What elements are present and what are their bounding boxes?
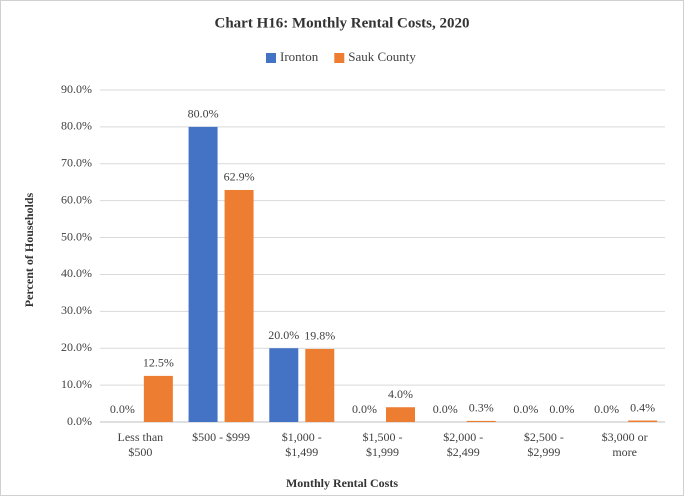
x-tick-label: $1,999 [366,445,399,459]
x-tick-label: $2,500 - [524,430,564,444]
value-label: 0.0% [433,402,458,416]
value-label: 0.0% [513,402,538,416]
x-tick-label: $2,499 [447,445,480,459]
bar [224,189,254,422]
value-label: 4.0% [388,387,413,401]
x-tick-label: $2,999 [527,445,560,459]
x-axis-title: Monthly Rental Costs [286,476,398,490]
y-axis-title: Percent of Households [22,192,36,307]
x-tick-label: Less than [118,430,164,444]
legend-label: Sauk County [348,49,416,64]
x-tick-label: more [612,445,637,459]
value-label: 62.9% [224,170,255,184]
x-tick-label: $1,500 - [363,430,403,444]
legend-swatch [334,53,345,63]
legend-label: Ironton [280,49,319,64]
bar [188,126,218,422]
y-tick-label: 30.0% [61,303,92,317]
value-label: 20.0% [268,328,299,342]
y-tick-label: 70.0% [61,156,92,170]
value-label: 12.5% [143,356,174,370]
value-label: 80.0% [188,107,219,121]
chart-title: Chart H16: Monthly Rental Costs, 2020 [215,15,470,31]
value-label: 19.8% [304,329,335,343]
value-label: 0.3% [469,401,494,415]
x-tick-label: $500 - $999 [192,430,250,444]
value-label: 0.0% [549,402,574,416]
bar [466,420,496,422]
x-tick-label: $3,000 or [602,430,648,444]
y-tick-label: 40.0% [61,266,92,280]
x-tick-label: $500 [128,445,152,459]
bar [386,407,415,422]
y-tick-label: 90.0% [61,82,92,96]
legend-swatch [266,53,276,63]
value-label: 0.0% [594,402,619,416]
value-label: 0.0% [110,402,135,416]
bar [628,420,658,422]
value-label: 0.4% [630,400,655,414]
bar [305,348,335,422]
y-tick-label: 0.0% [67,414,92,428]
y-tick-label: 60.0% [61,192,92,206]
y-tick-label: 50.0% [61,229,92,243]
y-tick-label: 20.0% [61,340,92,354]
x-tick-label: $2,000 - [443,430,483,444]
y-tick-label: 10.0% [61,377,92,391]
bar [143,375,173,422]
bar [269,348,299,422]
x-tick-label: $1,000 - [282,430,322,444]
x-tick-label: $1,499 [285,445,318,459]
y-tick-label: 80.0% [61,119,92,133]
value-label: 0.0% [352,402,377,416]
